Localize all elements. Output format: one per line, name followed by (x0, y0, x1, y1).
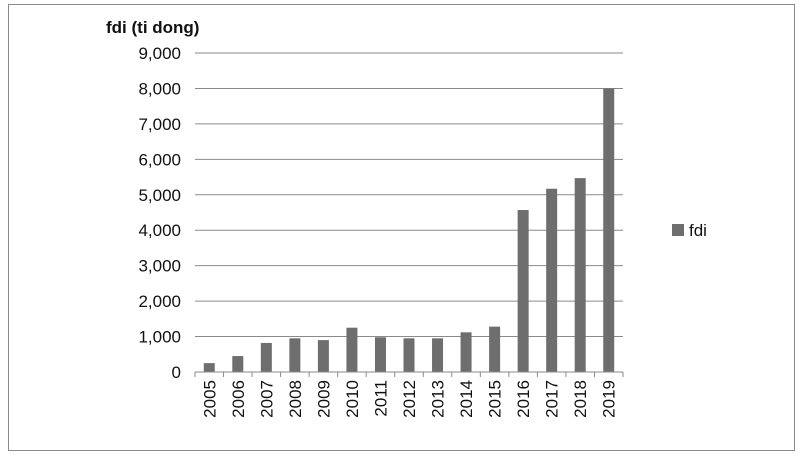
y-tick-label: 3,000 (138, 257, 181, 276)
bar-2016 (517, 210, 529, 372)
x-tick-label: 2005 (200, 380, 219, 418)
x-tick-label: 2009 (314, 380, 333, 418)
y-tick-label: 4,000 (138, 221, 181, 240)
bar-2006 (232, 356, 244, 372)
y-tick-label: 2,000 (138, 292, 181, 311)
chart-frame (8, 4, 795, 451)
x-tick-label: 2011 (371, 380, 390, 417)
y-tick-label: 0 (172, 363, 181, 382)
bars (203, 88, 615, 372)
x-tick-labels: 2005 2006 2007 2008 2009 2010 2011 2012 2013 2014… (194, 372, 624, 418)
y-tick-label: 8,000 (138, 79, 181, 98)
y-tick-label: 5,000 (138, 186, 181, 205)
x-tick-label: 2007 (257, 380, 276, 418)
legend-label-fdi: fdi (689, 221, 707, 240)
bar-2014 (460, 332, 472, 372)
x-tick-label: 2019 (600, 380, 619, 418)
legend-swatch-fdi (672, 224, 684, 236)
x-tick-label: 2014 (457, 380, 476, 418)
x-tick-label: 2006 (229, 380, 248, 418)
y-tick-label: 9,000 (138, 44, 181, 63)
y-tick-label: 1,000 (138, 328, 181, 347)
bar-2008 (289, 338, 301, 372)
bar-2018 (574, 178, 586, 372)
gridlines (195, 52, 623, 338)
y-axis-title: fdi (ti dong) (106, 18, 199, 37)
x-tick-label: 2013 (429, 380, 448, 418)
x-tick-label: 2015 (486, 380, 505, 418)
x-tick-label: 2018 (571, 380, 590, 418)
bar-2012 (403, 338, 415, 372)
x-tick-label: 2017 (543, 380, 562, 418)
bar-2019 (603, 88, 615, 372)
y-tick-label: 6,000 (138, 150, 181, 169)
y-tick-label: 7,000 (138, 115, 181, 134)
bar-2015 (489, 326, 501, 372)
legend: fdi (672, 221, 707, 240)
bar-2010 (346, 327, 358, 372)
x-tick-label: 2010 (343, 380, 362, 418)
x-tick-label: 2008 (286, 380, 305, 418)
y-tick-labels: 0 1,000 2,000 3,000 4,000 5,000 6,000 7,000 8,00… (138, 44, 181, 382)
bar-2013 (432, 338, 444, 372)
bar-2005 (203, 363, 215, 372)
bar-2009 (317, 340, 329, 372)
bar-2011 (374, 337, 386, 372)
x-tick-label: 2012 (400, 380, 419, 418)
bar-2017 (546, 188, 558, 372)
bar-2007 (260, 342, 272, 372)
x-tick-label: 2016 (514, 380, 533, 418)
